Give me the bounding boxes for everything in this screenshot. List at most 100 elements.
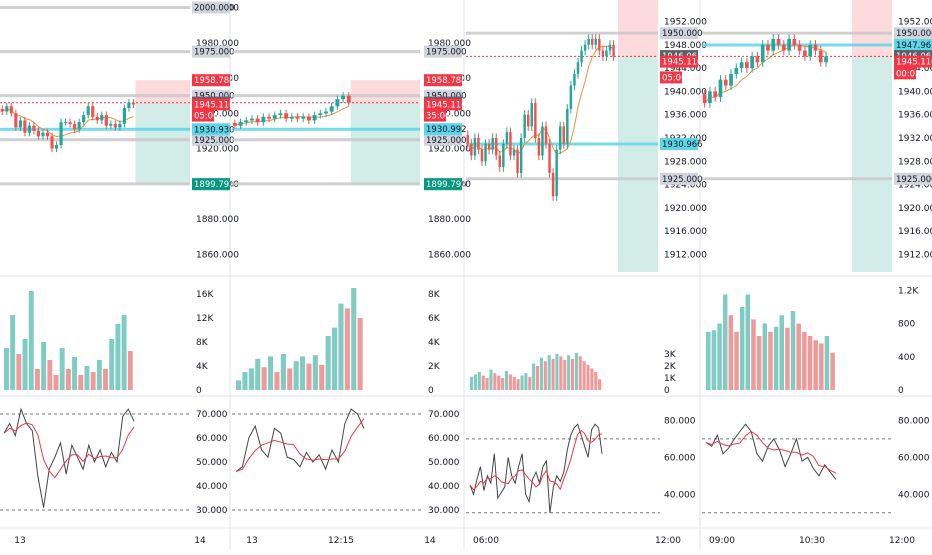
time-axis-label: 12:00 (889, 536, 915, 546)
volume-bar (796, 323, 801, 390)
volume-bar (501, 378, 505, 390)
candle-body (36, 130, 41, 137)
price-tick-label: 1940.000 (196, 109, 239, 119)
volume-bar (53, 375, 59, 390)
candle-body (0, 108, 4, 112)
price-tick-label: 1936.000 (898, 111, 932, 121)
price-badge-label: 1945.116 (426, 100, 467, 110)
candle-body (470, 143, 473, 156)
level-badge-label: 1947.963 (896, 41, 932, 51)
candle-body (82, 115, 86, 123)
price-badge-label: 00:05 (896, 69, 921, 79)
candle-body (530, 103, 534, 127)
price-tick-label: 1916.000 (898, 227, 932, 237)
volume-bar (84, 366, 90, 390)
candle-body (14, 113, 18, 128)
price-badge (424, 74, 462, 87)
price-badge-label: 1945.116 (194, 100, 235, 110)
volume-bar (34, 369, 40, 390)
time-axis-label: 12:15 (328, 536, 354, 546)
candles-group (232, 92, 351, 130)
volume-bar (734, 331, 739, 390)
volume-bar (504, 370, 509, 390)
volume-tick-label: 3K (664, 350, 677, 360)
volume-bar (520, 375, 524, 390)
candle-body (95, 116, 99, 121)
oscillator-tick-label: 60.000 (898, 453, 930, 463)
volume-bar (473, 374, 477, 390)
volume-bar (516, 379, 520, 390)
volume-bar (824, 336, 830, 390)
candle-body (723, 79, 728, 86)
level-badge (192, 45, 230, 58)
candle-body (261, 116, 266, 123)
candle-body (498, 155, 502, 168)
volume-bar (485, 378, 489, 390)
candle-body (750, 56, 754, 69)
volume-bar (745, 294, 751, 390)
candle-body (594, 38, 598, 45)
volume-tick-label: 0 (428, 386, 434, 396)
volume-tick-label: 2K (664, 362, 677, 372)
candle-body (523, 114, 526, 138)
volume-bar (248, 368, 254, 390)
volume-bar (528, 376, 532, 390)
volume-bar (477, 372, 481, 390)
price-tick-label: 1920.000 (898, 204, 932, 214)
volume-bar (338, 303, 344, 390)
price-tick-label: 1940.000 (664, 87, 707, 97)
time-axis-label: 10:30 (799, 536, 825, 546)
volume-bar (280, 354, 286, 390)
price-badge (192, 74, 230, 87)
volume-bar (555, 354, 559, 390)
price-badge (424, 98, 462, 111)
price-tick-label: 1920.000 (428, 145, 471, 155)
volume-bar (78, 375, 84, 390)
time-axis-label: 14 (424, 536, 436, 546)
oscillator-line (469, 423, 603, 513)
volume-tick-label: 0 (196, 386, 202, 396)
candle-body (516, 149, 519, 173)
volume-bar (532, 363, 536, 390)
volume-bar (756, 336, 762, 390)
volume-bar (268, 356, 274, 390)
candle-body (544, 126, 548, 144)
volume-bar (41, 342, 47, 390)
volume-bar (717, 323, 722, 390)
volume-bar (10, 315, 16, 390)
price-tick-label: 1880.000 (196, 215, 239, 225)
price-tick-label: 1912.000 (664, 251, 707, 261)
price-tick-label: 1952.000 (898, 17, 932, 27)
volume-bar (594, 372, 598, 390)
oscillator-tick-label: 60.000 (428, 434, 460, 444)
candle-body (729, 73, 733, 86)
candle-body (555, 149, 558, 197)
volume-bar (274, 372, 280, 390)
volume-bar (103, 369, 108, 390)
volume-bar (567, 355, 571, 390)
volume-bar (536, 366, 540, 390)
candles-group (466, 34, 615, 201)
candle-body (312, 115, 317, 121)
volume-bar (127, 351, 133, 390)
candle-body (77, 122, 81, 130)
candles-group (0, 99, 136, 153)
volume-bar (773, 326, 779, 390)
candle-body (818, 50, 823, 63)
price-badge-label: 1945.116 (896, 58, 932, 68)
volume-bar (470, 376, 474, 390)
price-tick-label: 1980.000 (196, 39, 239, 49)
candle-body (526, 114, 530, 127)
price-tick-label: 1860.000 (196, 250, 239, 260)
volume-bar (65, 369, 71, 390)
candle-body (329, 106, 334, 112)
price-badge (894, 55, 932, 68)
candle-body (18, 120, 22, 128)
level-badge (424, 123, 462, 136)
level-badge-label: 1930.930 (194, 125, 235, 135)
volume-bar (351, 288, 357, 390)
volume-tick-label: 1K (664, 374, 677, 384)
candle-body (249, 118, 254, 121)
candle-body (734, 68, 739, 74)
